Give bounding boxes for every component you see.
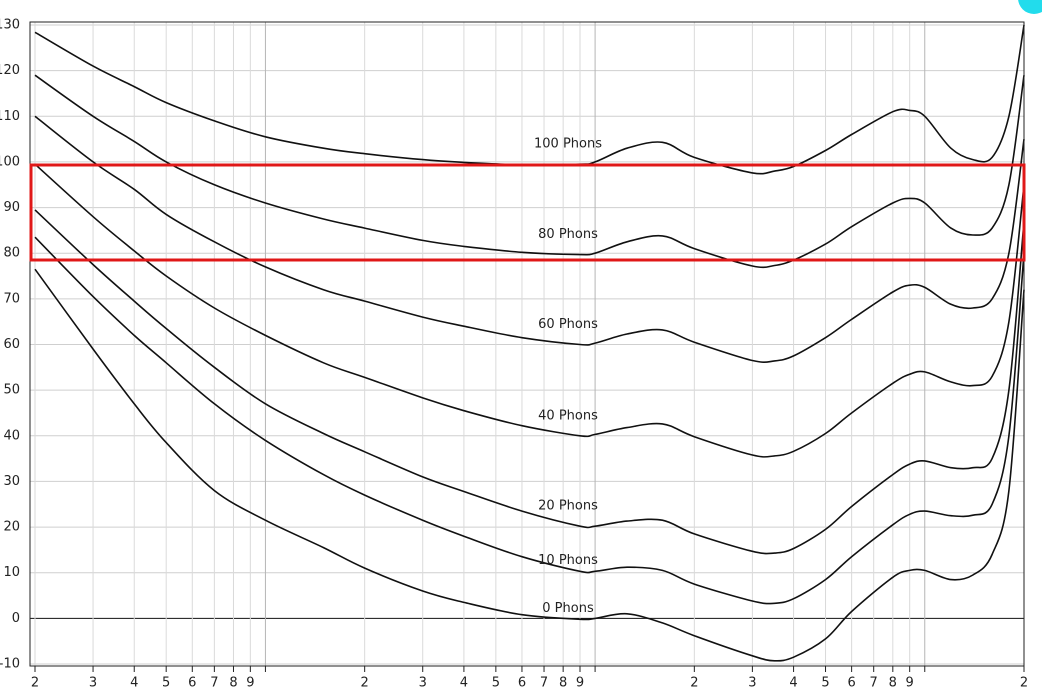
x-tick-label: 5 [162, 676, 170, 688]
labels: -10 0 10 20 30 40 50 60 70 80 90 100 110 120 130 2 3 4 5 6 7… [0, 18, 1028, 688]
grid [30, 22, 1025, 672]
y-tick-label: 120 [0, 63, 20, 78]
x-tick-label: 8 [229, 676, 237, 688]
y-tick-label: 90 [3, 200, 20, 215]
loudness-curve [34, 209, 1025, 555]
curve-label: 20 Phons [538, 499, 598, 514]
loudness-curve [34, 236, 1025, 605]
x-tick-label: 4 [460, 676, 468, 688]
curve-label: 40 Phons [538, 408, 598, 423]
curve-label: 10 Phons [538, 553, 598, 568]
curves [34, 24, 1025, 662]
x-tick-label: 2 [1020, 676, 1028, 688]
x-tick-label: 8 [889, 676, 897, 688]
x-tick-label: 6 [188, 676, 196, 688]
y-tick-label: 20 [3, 520, 20, 535]
y-tick-label: 30 [3, 474, 20, 489]
y-tick-label: 10 [3, 565, 20, 580]
x-tick-label: 2 [690, 676, 698, 688]
x-tick-label: 7 [210, 676, 218, 688]
x-tick-label: 9 [906, 676, 914, 688]
loudness-curve [34, 268, 1025, 662]
x-tick-label: 2 [31, 676, 39, 688]
x-tick-label: 4 [789, 676, 797, 688]
y-tick-label: -10 [0, 657, 20, 672]
x-tick-label: 3 [419, 676, 427, 688]
x-tick-label: 9 [246, 676, 254, 688]
highlight-box [29, 163, 1026, 262]
x-tick-label: 4 [130, 676, 138, 688]
y-tick-label: 110 [0, 109, 20, 124]
x-tick-label: 3 [748, 676, 756, 688]
curve-label: 80 Phons [538, 227, 598, 242]
loudness-curve [34, 115, 1025, 363]
x-tick-label: 2 [361, 676, 369, 688]
x-tick-label: 6 [518, 676, 526, 688]
curve-label: 60 Phons [538, 317, 598, 332]
x-tick-label: 6 [847, 676, 855, 688]
x-tick-label: 8 [559, 676, 567, 688]
corner-badge [1018, 0, 1042, 14]
y-tick-label: 130 [0, 18, 20, 33]
y-tick-label: 80 [3, 246, 20, 261]
y-tick-label: 60 [3, 337, 20, 352]
y-tick-label: 50 [3, 383, 20, 398]
x-tick-label: 3 [89, 676, 97, 688]
x-tick-label: 5 [821, 676, 829, 688]
y-tick-label: 0 [12, 611, 20, 626]
x-tick-label: 7 [870, 676, 878, 688]
y-tick-label: 40 [3, 428, 20, 443]
loudness-curve [34, 24, 1025, 175]
x-tick-label: 5 [492, 676, 500, 688]
y-tick-label: 70 [3, 291, 20, 306]
loudness-curve [34, 163, 1025, 458]
x-tick-label: 7 [540, 676, 548, 688]
x-tick-label: 9 [576, 676, 584, 688]
y-tick-label: 100 [0, 154, 20, 169]
curve-label: 0 Phons [542, 601, 594, 616]
loudness-curve [34, 74, 1025, 269]
plot-frame [29, 21, 1025, 667]
curve-label: 100 Phons [534, 137, 602, 152]
